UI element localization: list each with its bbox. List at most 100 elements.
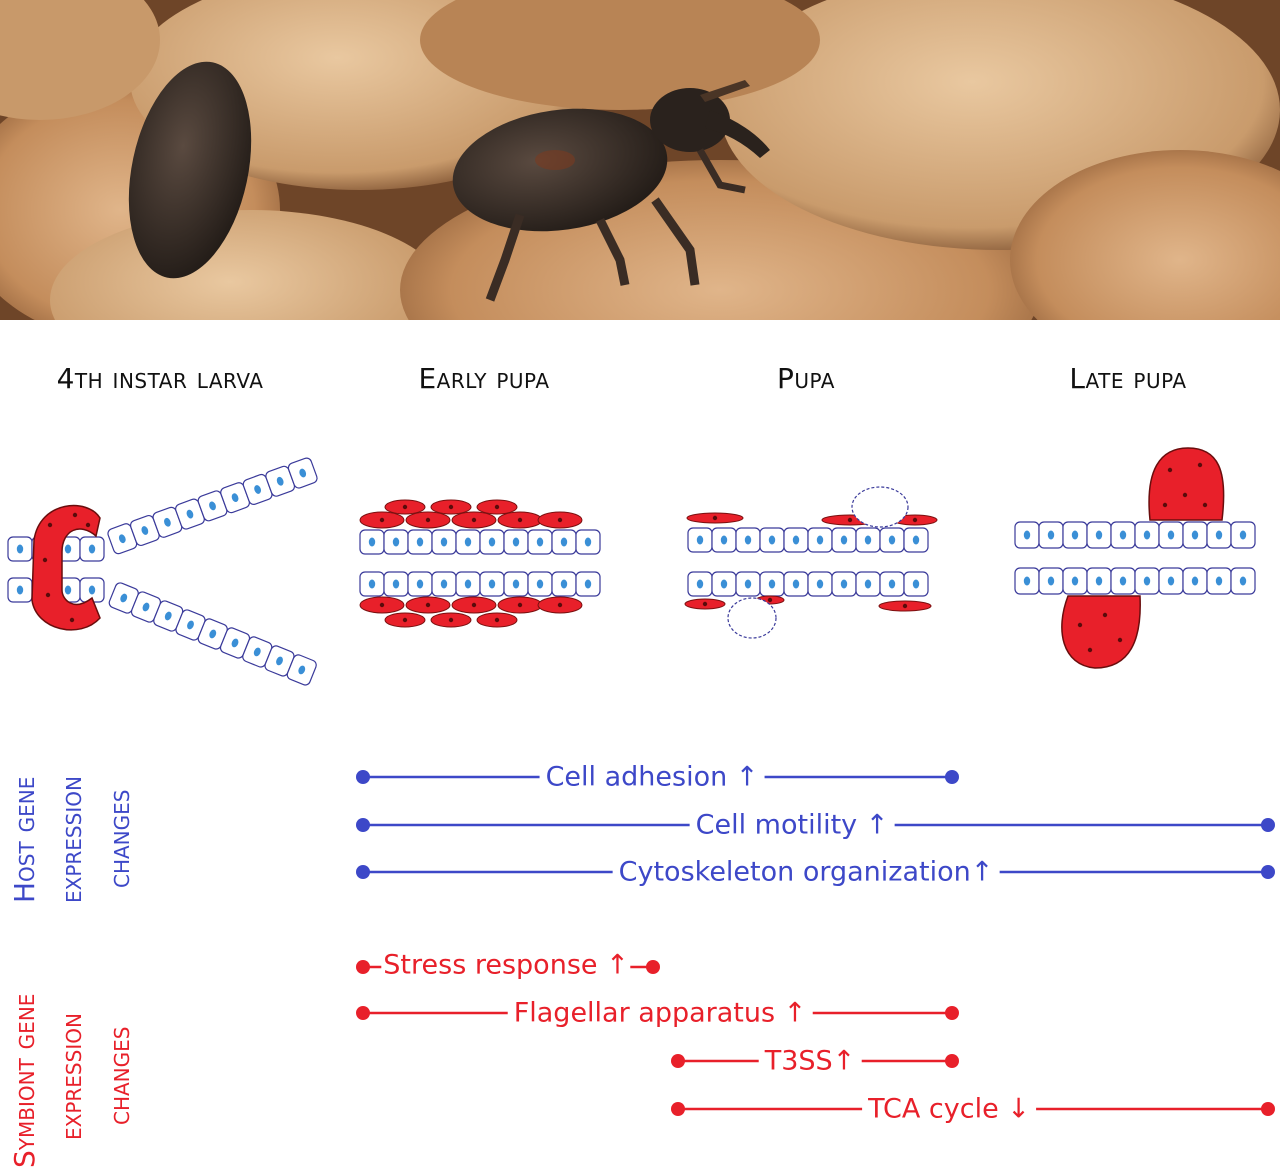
- cell-nucleus: [1119, 576, 1127, 586]
- pupa-gut-diagram: [684, 486, 938, 639]
- bacteriocyte-nucleus: [425, 517, 431, 523]
- cell-nucleus: [768, 535, 776, 545]
- cell-nucleus: [512, 579, 520, 589]
- stage-heading-4th-instar-larva: 4th instar larva: [56, 362, 264, 395]
- cell-nucleus: [88, 585, 96, 595]
- bacteriocyte-nucleus: [494, 504, 500, 510]
- bacteriocyte-nucleus: [1087, 647, 1093, 653]
- bacteriocyte-nucleus: [1167, 467, 1173, 473]
- cell-nucleus: [368, 537, 376, 547]
- cell-nucleus: [298, 665, 306, 675]
- cell-nucleus: [231, 638, 239, 648]
- cell-nucleus: [1023, 530, 1031, 540]
- cell-nucleus: [209, 501, 216, 511]
- cell-nucleus: [1215, 530, 1223, 540]
- cell-nucleus: [187, 620, 194, 630]
- cell-nucleus: [1095, 576, 1103, 586]
- cell-nucleus: [1071, 530, 1079, 540]
- cell-nucleus: [392, 579, 400, 589]
- cell-nucleus: [1143, 530, 1151, 540]
- cell-nucleus: [416, 537, 424, 547]
- cell-nucleus: [299, 468, 307, 478]
- cell-nucleus: [1191, 530, 1199, 540]
- cell-nucleus: [560, 537, 568, 547]
- cell-nucleus: [560, 579, 568, 589]
- cell-nucleus: [840, 579, 848, 589]
- host-bar-endpoint: [356, 865, 370, 879]
- symbiont-title-line3: changes: [103, 1026, 136, 1125]
- bacteriome: [31, 504, 101, 631]
- host-bar-endpoint: [356, 770, 370, 784]
- bacteriocyte-nucleus: [702, 601, 708, 607]
- cell-nucleus: [164, 611, 172, 621]
- bacteriocyte-nucleus: [47, 522, 53, 528]
- symbiont-bar-label: Flagellar apparatus ↑: [507, 997, 813, 1029]
- cell-nucleus: [118, 534, 126, 544]
- development-diagram: [7, 447, 1275, 1116]
- upper-gut-branch: [107, 457, 318, 555]
- bacteriocyte-nucleus: [1162, 502, 1168, 508]
- host-title-line1: Host gene: [8, 776, 41, 903]
- bacteriocyte-nucleus: [85, 522, 91, 528]
- bacteriocyte-nucleus: [1102, 612, 1108, 618]
- cell-nucleus: [464, 537, 472, 547]
- cell-nucleus: [1239, 576, 1247, 586]
- host-title-line2: expression: [55, 776, 88, 903]
- bacteriocyte-nucleus: [425, 602, 431, 608]
- cell-nucleus: [696, 579, 704, 589]
- cell-nucleus: [744, 535, 752, 545]
- bacteriome-outgrowth: [1148, 447, 1225, 521]
- symbiont-bar-endpoint: [1261, 1102, 1275, 1116]
- bacteriocyte-nucleus: [448, 617, 454, 623]
- symbiont-bar-label: TCA cycle ↓: [862, 1093, 1036, 1125]
- cell-nucleus: [840, 535, 848, 545]
- cell-nucleus: [276, 476, 284, 486]
- cell-nucleus: [464, 579, 472, 589]
- bacteriocyte-nucleus: [471, 602, 477, 608]
- bacteriocyte-nucleus: [402, 617, 408, 623]
- cell-nucleus: [141, 526, 149, 535]
- bacteriocyte-nucleus: [379, 602, 385, 608]
- bacteriocyte-nucleus: [471, 517, 477, 523]
- host-bar-endpoint: [356, 818, 370, 832]
- stage-heading-early-pupa: Early pupa: [418, 362, 550, 395]
- cell-nucleus: [1191, 576, 1199, 586]
- bacteriocyte-nucleus: [517, 602, 523, 608]
- host-bar-label: Cell adhesion ↑: [539, 761, 765, 793]
- cell-nucleus: [142, 602, 150, 612]
- cell-nucleus: [536, 579, 544, 589]
- cell-nucleus: [276, 656, 283, 666]
- cell-nucleus: [888, 579, 896, 589]
- cell-nucleus: [231, 493, 239, 503]
- cell-nucleus: [536, 537, 544, 547]
- bacteriome-outgrowth: [1061, 595, 1141, 669]
- cell-cluster: [727, 597, 777, 639]
- bacteriocyte-nucleus: [1197, 462, 1203, 468]
- bacteriocyte-nucleus: [1202, 502, 1208, 508]
- cell-nucleus: [488, 537, 496, 547]
- cell-nucleus: [792, 535, 800, 545]
- symbiont-bar-endpoint: [671, 1054, 685, 1068]
- cell-nucleus: [253, 647, 261, 657]
- cell-nucleus: [888, 535, 896, 545]
- cell-nucleus: [368, 579, 376, 589]
- bacteriocyte-nucleus: [448, 504, 454, 510]
- cell-nucleus: [864, 579, 872, 589]
- cell-nucleus: [16, 544, 24, 554]
- cell-nucleus: [584, 537, 592, 547]
- bacteriocyte-nucleus: [557, 517, 563, 523]
- symbiont-bar-endpoint: [671, 1102, 685, 1116]
- larva-gut-diagram: [7, 457, 318, 686]
- cell-nucleus: [392, 537, 400, 547]
- bacteriocyte-nucleus: [42, 557, 48, 563]
- cell-nucleus: [164, 517, 171, 527]
- bacteriocyte-nucleus: [767, 597, 773, 603]
- cell-nucleus: [1167, 530, 1175, 540]
- host-bar-label: Cell motility ↑: [689, 809, 895, 841]
- bacteriocyte-nucleus: [712, 515, 718, 521]
- cell-nucleus: [792, 579, 800, 589]
- cell-nucleus: [64, 585, 72, 595]
- cell-nucleus: [209, 629, 217, 639]
- bacteriocyte-nucleus: [69, 617, 75, 623]
- cell-nucleus: [720, 579, 728, 589]
